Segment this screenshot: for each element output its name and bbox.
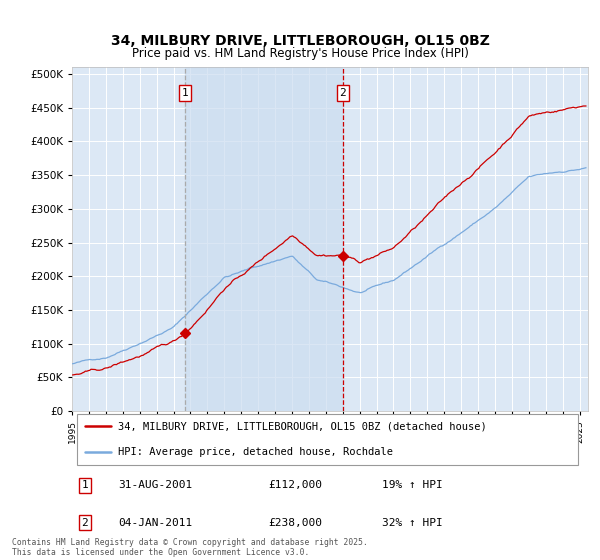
Text: HPI: Average price, detached house, Rochdale: HPI: Average price, detached house, Roch… <box>118 447 394 458</box>
Text: Contains HM Land Registry data © Crown copyright and database right 2025.
This d: Contains HM Land Registry data © Crown c… <box>12 538 368 557</box>
Bar <box>185 67 343 411</box>
Text: 2: 2 <box>82 518 88 528</box>
Text: 1: 1 <box>82 480 88 491</box>
Text: 19% ↑ HPI: 19% ↑ HPI <box>382 480 442 491</box>
Text: £238,000: £238,000 <box>268 518 322 528</box>
Text: 34, MILBURY DRIVE, LITTLEBOROUGH, OL15 0BZ: 34, MILBURY DRIVE, LITTLEBOROUGH, OL15 0… <box>110 34 490 48</box>
Text: 32% ↑ HPI: 32% ↑ HPI <box>382 518 442 528</box>
Text: Price paid vs. HM Land Registry's House Price Index (HPI): Price paid vs. HM Land Registry's House … <box>131 47 469 60</box>
FancyBboxPatch shape <box>77 414 578 465</box>
Text: 04-JAN-2011: 04-JAN-2011 <box>118 518 193 528</box>
Text: 34, MILBURY DRIVE, LITTLEBOROUGH, OL15 0BZ (detached house): 34, MILBURY DRIVE, LITTLEBOROUGH, OL15 0… <box>118 421 487 431</box>
Text: 2: 2 <box>340 88 346 98</box>
Text: £112,000: £112,000 <box>268 480 322 491</box>
Text: 1: 1 <box>181 88 188 98</box>
Text: 31-AUG-2001: 31-AUG-2001 <box>118 480 193 491</box>
